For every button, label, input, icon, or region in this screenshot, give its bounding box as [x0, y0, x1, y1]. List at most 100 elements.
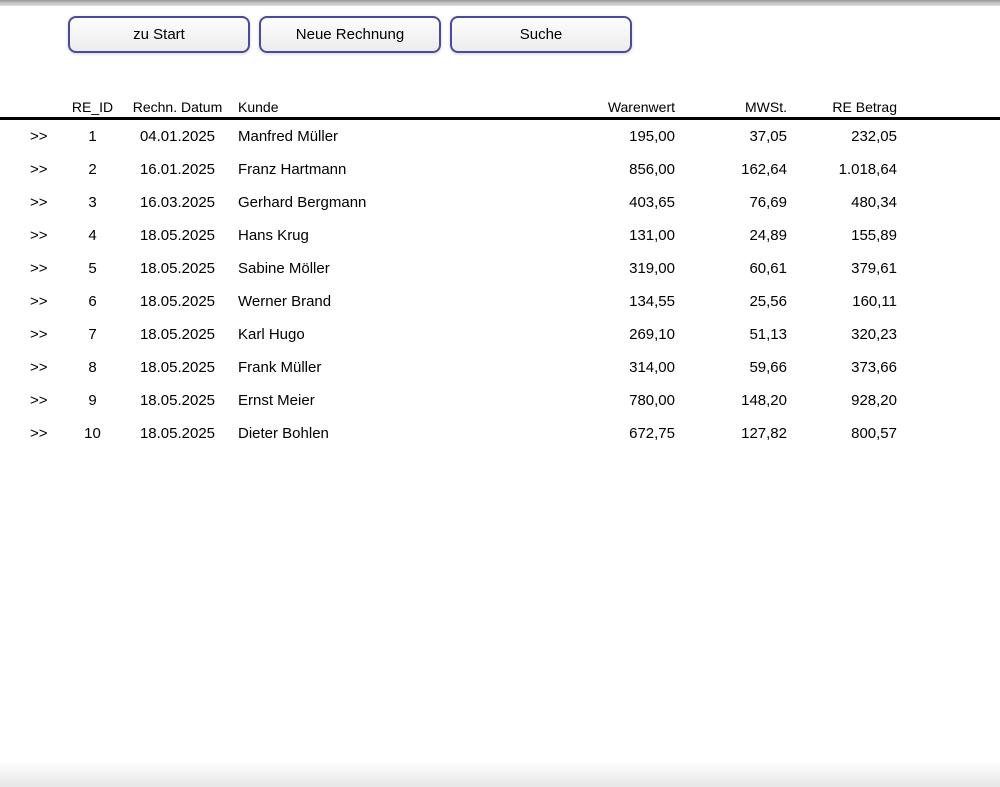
- cell-spacer: [897, 252, 1000, 285]
- cell-re-id: 4: [88, 227, 97, 244]
- cell-mwst: 24,89: [749, 227, 787, 244]
- cell-re-betrag: 373,66: [851, 359, 897, 376]
- cell-mwst: 127,82: [741, 425, 787, 442]
- column-header-mwst: MWSt.: [745, 99, 787, 115]
- row-detail-link[interactable]: >>: [30, 161, 48, 178]
- cell-kunde: Werner Brand: [238, 293, 332, 310]
- row-detail-link[interactable]: >>: [30, 326, 48, 343]
- table-row: >> 2 16.01.2025 Franz Hartmann 856,00 16…: [0, 153, 1000, 186]
- invoice-table: RE_ID Rechn. Datum Kunde Warenwert MWSt.…: [0, 97, 1000, 450]
- cell-re-id: 7: [88, 326, 97, 343]
- column-header-datum: Rechn. Datum: [132, 99, 223, 115]
- cell-datum: 18.05.2025: [139, 359, 216, 376]
- cell-re-betrag: 928,20: [851, 392, 897, 409]
- cell-re-id: 3: [88, 194, 97, 211]
- row-detail-link[interactable]: >>: [30, 260, 48, 277]
- cell-kunde: Ernst Meier: [238, 392, 315, 409]
- cell-spacer: [897, 417, 1000, 450]
- cell-spacer: [897, 318, 1000, 351]
- cell-spacer: [897, 119, 1000, 154]
- cell-re-betrag: 480,34: [851, 194, 897, 211]
- cell-kunde: Franz Hartmann: [238, 161, 347, 178]
- cell-datum: 16.03.2025: [139, 194, 216, 211]
- cell-datum: 18.05.2025: [139, 260, 216, 277]
- invoice-table-header: RE_ID Rechn. Datum Kunde Warenwert MWSt.…: [0, 97, 1000, 119]
- cell-datum: 18.05.2025: [139, 293, 216, 310]
- cell-warenwert: 780,00: [629, 392, 675, 409]
- table-row: >> 5 18.05.2025 Sabine Möller 319,00 60,…: [0, 252, 1000, 285]
- cell-warenwert: 131,00: [629, 227, 675, 244]
- table-row: >> 7 18.05.2025 Karl Hugo 269,10 51,13 3…: [0, 318, 1000, 351]
- row-detail-link[interactable]: >>: [30, 227, 48, 244]
- cell-mwst: 76,69: [749, 194, 787, 211]
- row-detail-link[interactable]: >>: [30, 359, 48, 376]
- cell-re-id: 6: [88, 293, 97, 310]
- table-row: >> 6 18.05.2025 Werner Brand 134,55 25,5…: [0, 285, 1000, 318]
- cell-mwst: 51,13: [749, 326, 787, 343]
- cell-datum: 18.05.2025: [139, 227, 216, 244]
- cell-warenwert: 269,10: [629, 326, 675, 343]
- cell-datum: 18.05.2025: [139, 326, 216, 343]
- table-row: >> 1 04.01.2025 Manfred Müller 195,00 37…: [0, 119, 1000, 154]
- cell-mwst: 162,64: [741, 161, 787, 178]
- cell-re-betrag: 320,23: [851, 326, 897, 343]
- row-detail-link[interactable]: >>: [30, 425, 48, 442]
- cell-kunde: Frank Müller: [238, 359, 322, 376]
- cell-re-betrag: 800,57: [851, 425, 897, 442]
- cell-datum: 04.01.2025: [139, 128, 216, 145]
- row-detail-link[interactable]: >>: [30, 293, 48, 310]
- cell-re-betrag: 232,05: [851, 128, 897, 145]
- cell-kunde: Manfred Müller: [238, 128, 339, 145]
- row-detail-link[interactable]: >>: [30, 194, 48, 211]
- cell-warenwert: 856,00: [629, 161, 675, 178]
- cell-kunde: Karl Hugo: [238, 326, 305, 343]
- cell-spacer: [897, 351, 1000, 384]
- cell-re-betrag: 160,11: [852, 293, 897, 310]
- neue-rechnung-button[interactable]: Neue Rechnung: [259, 16, 441, 53]
- column-header-re-id: RE_ID: [71, 99, 114, 115]
- cell-re-betrag: 1.018,64: [838, 161, 897, 178]
- cell-warenwert: 314,00: [629, 359, 675, 376]
- table-row: >> 8 18.05.2025 Frank Müller 314,00 59,6…: [0, 351, 1000, 384]
- cell-re-betrag: 379,61: [851, 260, 897, 277]
- header-row: RE_ID Rechn. Datum Kunde Warenwert MWSt.…: [0, 97, 1000, 119]
- cell-re-id: 10: [84, 425, 101, 442]
- cell-datum: 16.01.2025: [139, 161, 216, 178]
- cell-mwst: 148,20: [741, 392, 787, 409]
- cell-warenwert: 134,55: [629, 293, 675, 310]
- column-header-re-betrag: RE Betrag: [832, 99, 897, 115]
- column-header-spacer: [897, 97, 1000, 119]
- table-row: >> 4 18.05.2025 Hans Krug 131,00 24,89 1…: [0, 219, 1000, 252]
- column-header-warenwert: Warenwert: [607, 99, 675, 115]
- cell-kunde: Sabine Möller: [238, 260, 330, 277]
- cell-mwst: 60,61: [749, 260, 787, 277]
- cell-re-id: 1: [88, 128, 97, 145]
- column-header-empty: [0, 97, 60, 119]
- row-detail-link[interactable]: >>: [30, 128, 48, 145]
- cell-kunde: Hans Krug: [238, 227, 309, 244]
- table-row: >> 10 18.05.2025 Dieter Bohlen 672,75 12…: [0, 417, 1000, 450]
- cell-kunde: Gerhard Bergmann: [238, 194, 367, 211]
- cell-spacer: [897, 153, 1000, 186]
- cell-datum: 18.05.2025: [139, 392, 216, 409]
- zu-start-button[interactable]: zu Start: [68, 16, 250, 53]
- cell-re-betrag: 155,89: [851, 227, 897, 244]
- page-bottom-fade: [0, 761, 1000, 787]
- row-detail-link[interactable]: >>: [30, 392, 48, 409]
- cell-re-id: 9: [88, 392, 97, 409]
- cell-warenwert: 403,65: [629, 194, 675, 211]
- cell-kunde: Dieter Bohlen: [238, 425, 329, 442]
- window-top-edge: [0, 0, 1000, 6]
- cell-warenwert: 672,75: [629, 425, 675, 442]
- cell-mwst: 25,56: [749, 293, 787, 310]
- cell-warenwert: 195,00: [629, 128, 675, 145]
- cell-re-id: 8: [88, 359, 97, 376]
- suche-button[interactable]: Suche: [450, 16, 632, 53]
- table-row: >> 3 16.03.2025 Gerhard Bergmann 403,65 …: [0, 186, 1000, 219]
- cell-spacer: [897, 219, 1000, 252]
- cell-mwst: 59,66: [749, 359, 787, 376]
- cell-datum: 18.05.2025: [139, 425, 216, 442]
- cell-spacer: [897, 384, 1000, 417]
- column-header-kunde: Kunde: [238, 99, 279, 115]
